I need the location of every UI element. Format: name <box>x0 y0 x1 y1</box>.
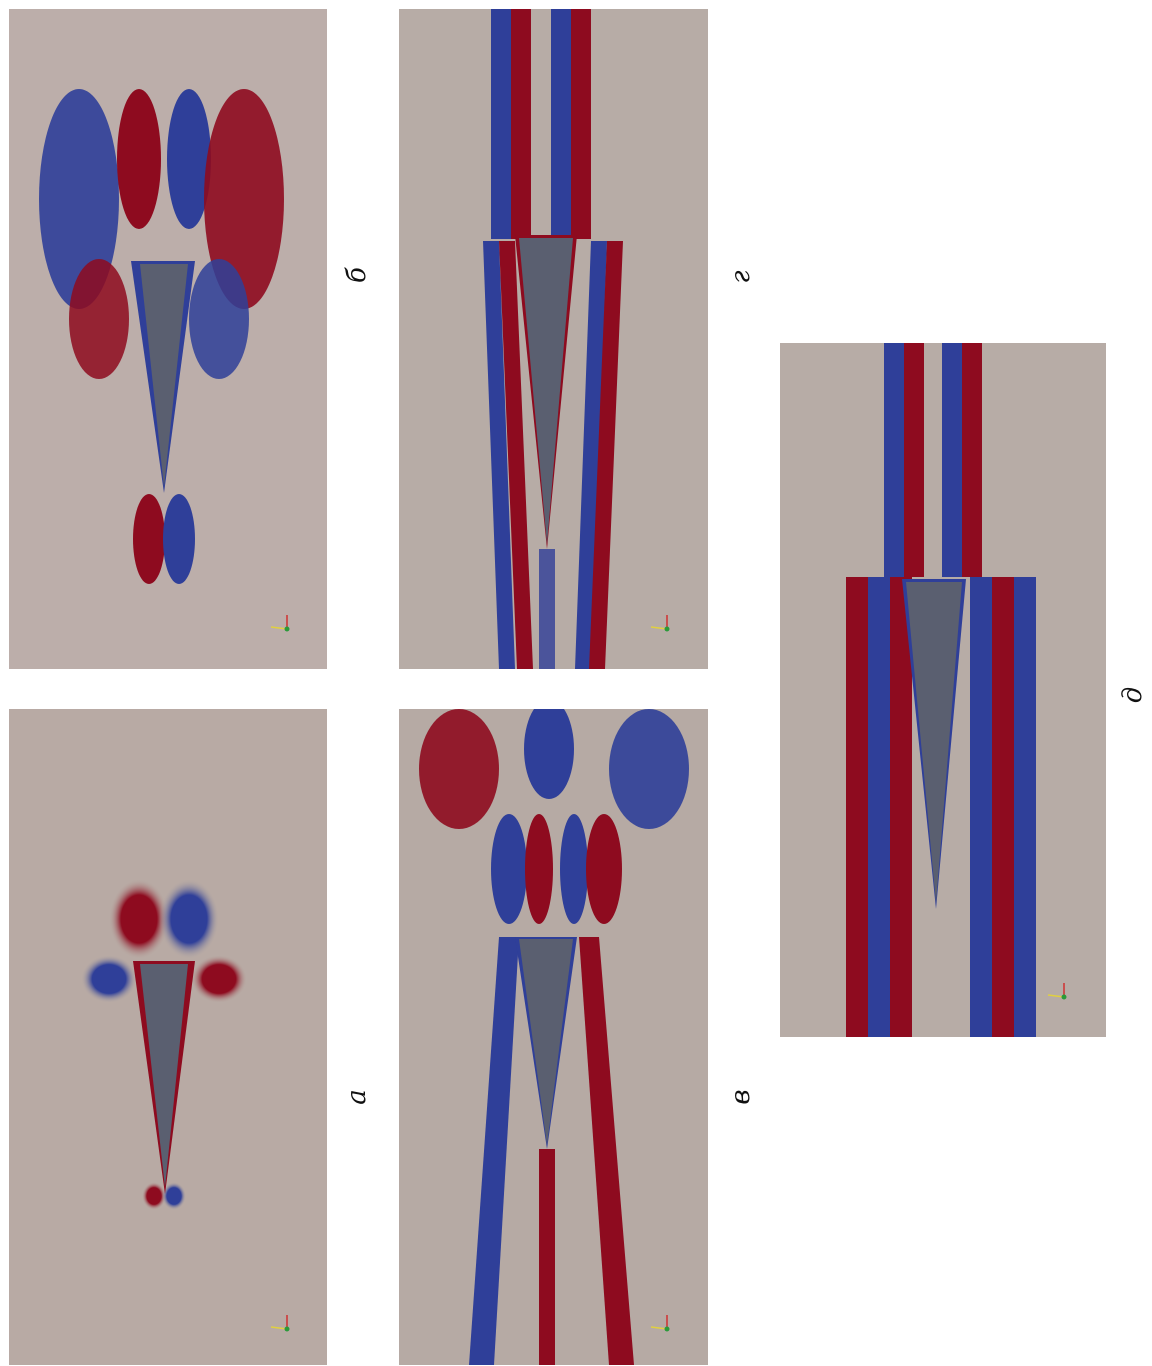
panel-g <box>399 9 708 669</box>
panel-label-b: б <box>342 267 372 283</box>
axis-triad-icon <box>650 1315 670 1332</box>
field-image-a <box>9 709 327 1365</box>
panel-b <box>9 9 327 669</box>
axis-triad-icon <box>270 1315 290 1332</box>
field-image-g <box>399 9 708 669</box>
panel-label-a: а <box>342 1089 372 1105</box>
field-image-v <box>399 709 708 1365</box>
panel-v <box>399 709 708 1365</box>
axis-triad-icon <box>270 615 290 632</box>
panel-label-v: в <box>726 1089 756 1105</box>
panel-a <box>9 709 327 1365</box>
axis-triad-icon <box>650 615 670 632</box>
field-image-b <box>9 9 327 669</box>
panel-label-d: д <box>1118 686 1148 704</box>
panel-label-g: г <box>726 270 756 284</box>
axis-triad-icon <box>1047 983 1067 1000</box>
panel-d <box>780 343 1106 1037</box>
field-image-d <box>780 343 1106 1037</box>
